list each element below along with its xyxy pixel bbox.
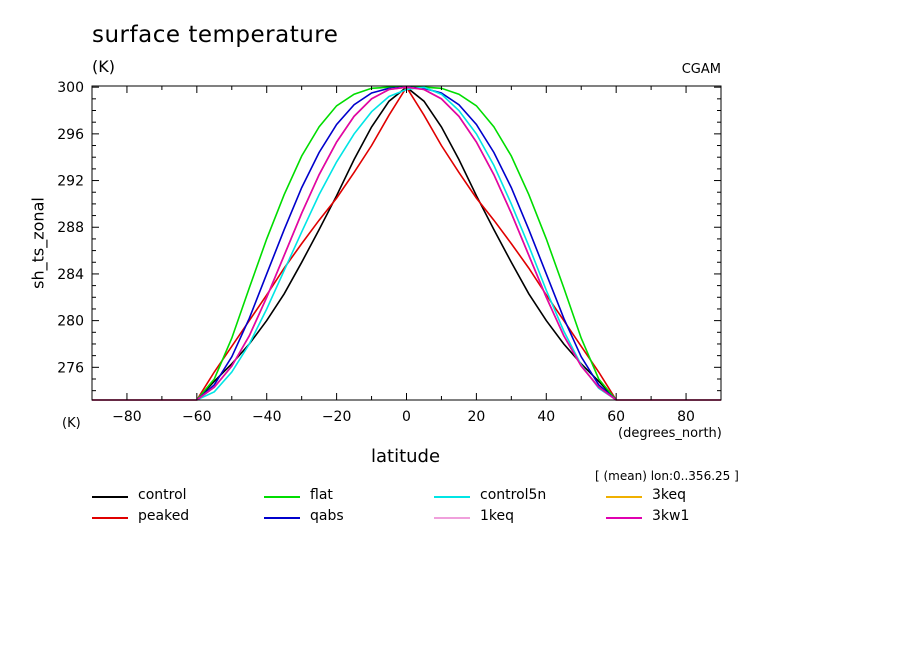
legend-label: peaked (138, 508, 190, 524)
legend-swatch (434, 517, 470, 519)
source-label: CGAM (681, 62, 721, 77)
legend-label: control5n (480, 487, 547, 503)
averaging-note: [ (mean) lon:0..356.25 ] (595, 469, 739, 483)
y-unit-bottom: (K) (62, 416, 81, 431)
legend-swatch (434, 496, 470, 498)
y-unit-top: (K) (92, 57, 115, 76)
x-tick-label: −20 (322, 409, 352, 425)
x-tick-label: −80 (112, 409, 142, 425)
legend-label: flat (310, 487, 333, 503)
plot-frame (91, 85, 722, 401)
series-line-control (92, 86, 721, 401)
x-tick-label: 40 (537, 409, 555, 425)
series-line-flat (92, 86, 721, 401)
series-line-3kw1 (92, 86, 721, 401)
y-tick-label: 276 (57, 360, 84, 376)
legend-label: 3keq (652, 487, 687, 503)
x-axis-label: latitude (371, 446, 441, 467)
legend-label: 3kw1 (652, 508, 690, 524)
series-line-peaked (92, 85, 721, 401)
legend-label: control (138, 487, 187, 503)
legend-swatch (264, 517, 300, 519)
x-tick-label: −40 (252, 409, 282, 425)
series-line-1keq (92, 86, 721, 401)
legend-swatch (264, 496, 300, 498)
x-tick-label: 20 (467, 409, 485, 425)
y-tick-label: 296 (57, 127, 84, 143)
series-layer (92, 85, 721, 401)
chart-title: surface temperature (92, 22, 339, 48)
y-tick-label: 280 (57, 314, 84, 330)
legend-swatch (606, 517, 642, 519)
series-line-control5n (92, 86, 721, 401)
legend-label: qabs (310, 508, 344, 524)
x-unit-label: (degrees_north) (618, 426, 722, 441)
x-tick-label: 80 (677, 409, 695, 425)
x-tick-label: −60 (182, 409, 212, 425)
legend-swatch (92, 496, 128, 498)
y-tick-label: 284 (57, 267, 84, 283)
legend-label: 1keq (480, 508, 515, 524)
y-tick-label: 300 (57, 80, 84, 96)
series-line-3keq (92, 86, 721, 401)
y-tick-label: 292 (57, 174, 84, 190)
legend-swatch (606, 496, 642, 498)
y-tick-label: 288 (57, 220, 84, 236)
x-tick-label: 0 (402, 409, 411, 425)
legend-swatch (92, 517, 128, 519)
series-line-qabs (92, 86, 721, 401)
x-tick-label: 60 (607, 409, 625, 425)
axes-layer: −80 −60 −40 −20 0 20 40 60 80 276 280 284 288 292 296 3… (57, 80, 722, 425)
